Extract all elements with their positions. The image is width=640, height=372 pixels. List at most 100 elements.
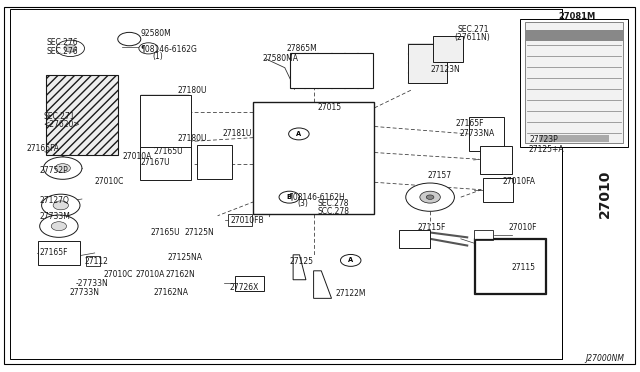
Text: 27010: 27010 [598, 169, 612, 218]
Circle shape [64, 45, 77, 52]
Text: 27865M: 27865M [287, 44, 317, 53]
Text: 27010FA: 27010FA [502, 177, 536, 186]
Text: 27010C: 27010C [104, 270, 133, 279]
Circle shape [340, 254, 361, 266]
Text: 27125N: 27125N [184, 228, 214, 237]
Bar [525, 22, 623, 143]
Bar [290, 53, 373, 88]
Text: ¶08146-6162G: ¶08146-6162G [141, 45, 198, 54]
Bar [408, 44, 447, 83]
Circle shape [55, 164, 70, 173]
Circle shape [426, 195, 434, 199]
Bar [399, 230, 430, 248]
Bar [38, 241, 80, 265]
Bar [433, 36, 463, 62]
Text: 27115: 27115 [512, 263, 536, 272]
Text: 27165U: 27165U [154, 147, 183, 156]
Text: (3): (3) [297, 199, 308, 208]
Text: 27010C: 27010C [95, 177, 124, 186]
Text: 27125+A: 27125+A [529, 145, 564, 154]
Bar [468, 117, 504, 151]
Text: 27167U: 27167U [141, 158, 170, 167]
Bar [140, 147, 191, 180]
Bar [10, 9, 562, 359]
Circle shape [118, 32, 141, 46]
Polygon shape [314, 271, 332, 298]
Circle shape [420, 191, 440, 203]
Circle shape [51, 222, 67, 231]
Circle shape [56, 40, 84, 57]
Text: 27010F: 27010F [509, 223, 538, 232]
Text: -27733N: -27733N [76, 279, 108, 288]
Text: 27010FB: 27010FB [230, 216, 264, 225]
Text: 27015: 27015 [317, 103, 342, 112]
Text: 27181U: 27181U [223, 129, 252, 138]
Text: SEC.278: SEC.278 [317, 199, 349, 208]
Text: SEC.271: SEC.271 [44, 112, 75, 121]
Text: 27726X: 27726X [229, 283, 259, 292]
Bar [474, 230, 493, 240]
Text: 27165F: 27165F [40, 248, 68, 257]
Text: J27000NM: J27000NM [585, 355, 624, 363]
Text: 27123N: 27123N [430, 65, 460, 74]
Text: 27125NA: 27125NA [168, 253, 203, 262]
Circle shape [42, 194, 80, 217]
Bar [253, 102, 374, 214]
Text: 27180U: 27180U [178, 134, 207, 143]
Text: 27112: 27112 [84, 257, 108, 266]
Text: 27752P: 27752P [40, 166, 68, 175]
Bar [480, 146, 512, 174]
Circle shape [289, 128, 309, 140]
Text: 27157: 27157 [428, 171, 452, 180]
Bar [228, 214, 252, 226]
Text: 27733M: 27733M [40, 212, 70, 221]
Text: 27580MA: 27580MA [262, 54, 298, 63]
Bar [197, 145, 232, 179]
Text: (1): (1) [152, 52, 163, 61]
Text: 27127Q: 27127Q [40, 196, 70, 205]
Text: SCC.278: SCC.278 [317, 207, 349, 216]
Bar [475, 239, 545, 293]
Text: 27723P: 27723P [530, 135, 559, 144]
Text: <27620>: <27620> [44, 121, 80, 129]
Text: 27162NA: 27162NA [154, 288, 189, 296]
Text: 27733N: 27733N [69, 288, 99, 296]
Polygon shape [293, 255, 306, 280]
Bar [236, 276, 264, 291]
Text: 27733NA: 27733NA [460, 129, 495, 138]
Text: 92580M: 92580M [141, 29, 172, 38]
Text: 27165FA: 27165FA [27, 144, 60, 153]
Circle shape [139, 43, 158, 54]
Text: 27115F: 27115F [417, 223, 445, 232]
Text: 27125: 27125 [289, 257, 314, 266]
Circle shape [279, 191, 300, 203]
Bar [86, 256, 100, 266]
Text: A: A [296, 131, 301, 137]
Bar [520, 19, 628, 147]
Text: 27165U: 27165U [150, 228, 180, 237]
Bar [46, 75, 118, 155]
Text: (27611N): (27611N) [454, 33, 490, 42]
Bar [474, 238, 546, 294]
Circle shape [406, 183, 454, 211]
Text: 27165F: 27165F [456, 119, 484, 128]
Text: ¶08146-6162H: ¶08146-6162H [288, 192, 345, 201]
Text: 27010A: 27010A [136, 270, 165, 279]
Text: 27122M: 27122M [336, 289, 367, 298]
Text: B: B [287, 194, 292, 200]
Text: 27180U: 27180U [178, 86, 207, 95]
Text: SEC.276: SEC.276 [46, 38, 77, 47]
Text: A: A [348, 257, 353, 263]
Circle shape [53, 201, 68, 210]
Bar [483, 178, 513, 202]
Text: 27010A: 27010A [123, 152, 152, 161]
Circle shape [40, 215, 78, 237]
Bar [525, 30, 623, 41]
Bar [140, 95, 191, 149]
Text: 27081M: 27081M [558, 12, 595, 21]
Circle shape [44, 157, 82, 179]
Text: 27162N: 27162N [165, 270, 195, 279]
Text: SEC.271: SEC.271 [458, 25, 489, 34]
Bar [539, 135, 609, 142]
Text: SEC.276: SEC.276 [46, 47, 77, 56]
